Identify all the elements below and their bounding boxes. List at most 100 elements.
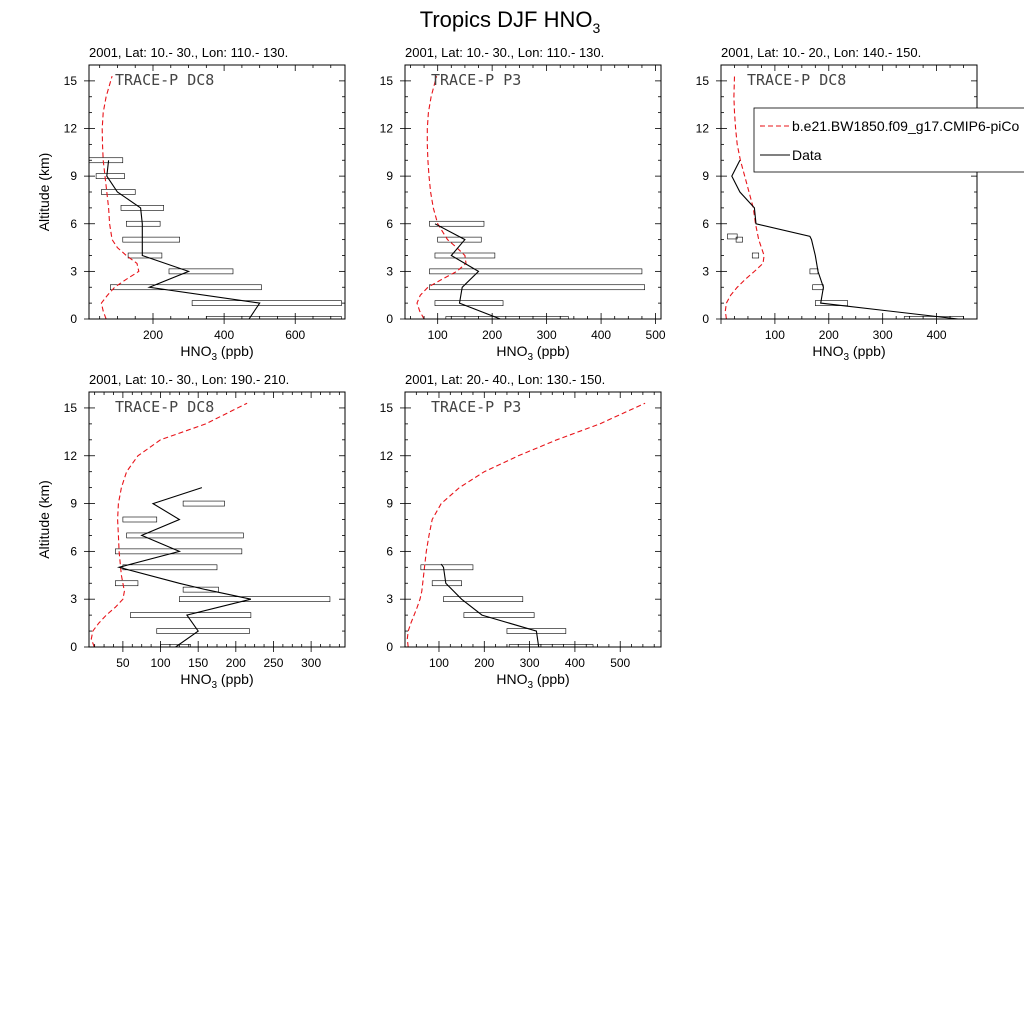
x-tick-label: 150	[188, 656, 208, 670]
data-range-box	[130, 612, 252, 618]
x-tick-label: 500	[610, 656, 630, 670]
data-line	[731, 160, 959, 319]
x-tick-label: 200	[143, 328, 163, 342]
model-line	[724, 76, 765, 319]
x-tick-label: 300	[873, 328, 893, 342]
x-axis-label: HNO3 (ppb)	[180, 671, 253, 691]
y-tick-label: 15	[380, 401, 394, 415]
data-line	[116, 487, 252, 647]
data-range-box	[735, 236, 743, 243]
plot-frame	[720, 64, 978, 320]
x-tick-label: 400	[591, 328, 611, 342]
y-tick-label: 6	[70, 544, 77, 558]
campaign-label: TRACE-P DC8	[747, 71, 846, 89]
figure-title: Tropics DJF HNO3	[420, 7, 601, 36]
y-tick-label: 0	[386, 640, 393, 654]
x-axis-label: HNO3 (ppb)	[812, 343, 885, 363]
x-tick-label: 600	[285, 328, 305, 342]
y-axis-label: Altitude (km)	[36, 153, 52, 232]
panel-4: 2001, Lat: 10.- 30., Lon: 190.- 210. TRAC…	[36, 372, 346, 691]
panel-subtitle: 2001, Lat: 10.- 30., Lon: 110.- 130.	[405, 45, 604, 60]
data-range-box	[168, 268, 234, 275]
data-range-box	[815, 300, 848, 306]
y-tick-label: 0	[702, 312, 709, 326]
legend: b.e21.BW1850.f09_g17.CMIP6-piCo Data	[753, 107, 1024, 173]
data-range-box	[508, 644, 594, 647]
y-tick-label: 12	[64, 449, 78, 463]
y-tick-label: 6	[386, 217, 393, 231]
x-tick-label: 250	[263, 656, 283, 670]
panel-subtitle: 2001, Lat: 10.- 30., Lon: 110.- 130.	[89, 45, 288, 60]
x-tick-label: 500	[646, 328, 666, 342]
data-range-box	[809, 268, 819, 275]
legend-data-label: Data	[792, 147, 822, 163]
y-tick-label: 9	[386, 169, 393, 183]
y-tick-label: 0	[70, 640, 77, 654]
data-range-box	[101, 189, 136, 195]
x-tick-label: 200	[474, 656, 494, 670]
x-tick-label: 100	[151, 656, 171, 670]
x-tick-label: 200	[482, 328, 502, 342]
y-axis-label: Altitude (km)	[36, 480, 52, 559]
data-range-box	[127, 252, 163, 259]
y-tick-label: 0	[386, 312, 393, 326]
x-tick-label: 300	[537, 328, 557, 342]
data-range-box	[429, 268, 643, 275]
data-range-box	[434, 252, 496, 259]
data-range-box	[182, 500, 225, 507]
panel-subtitle: 2001, Lat: 10.- 30., Lon: 190.- 210.	[89, 372, 289, 387]
data-range-box	[445, 316, 569, 319]
data-range-box	[126, 220, 161, 227]
data-range-box	[191, 300, 342, 306]
y-tick-label: 12	[380, 449, 394, 463]
data-range-box	[431, 580, 462, 587]
data-range-box	[160, 644, 191, 647]
y-tick-label: 6	[702, 217, 709, 231]
data-line	[106, 160, 261, 319]
data-line	[440, 563, 540, 647]
data-range-box	[110, 284, 262, 291]
data-range-box	[122, 564, 218, 571]
x-tick-label: 300	[301, 656, 321, 670]
y-tick-label: 15	[64, 401, 78, 415]
data-range-box	[120, 205, 164, 211]
data-range-box	[122, 236, 180, 243]
figure-title-subscript: 3	[592, 20, 600, 36]
panel-subtitle: 2001, Lat: 10.- 20., Lon: 140.- 150.	[721, 45, 921, 60]
y-tick-label: 12	[380, 122, 394, 136]
plot-frame	[404, 391, 662, 648]
plot-frame	[88, 64, 346, 320]
data-range-box	[463, 612, 535, 618]
data-range-box	[429, 220, 485, 227]
y-tick-label: 12	[696, 122, 710, 136]
campaign-label: TRACE-P P3	[431, 398, 521, 416]
panel-2: 2001, Lat: 10.- 30., Lon: 110.- 130. TRAC…	[380, 45, 666, 363]
plot-frame	[88, 391, 346, 648]
x-tick-label: 50	[116, 656, 130, 670]
y-tick-label: 0	[70, 312, 77, 326]
y-tick-label: 3	[70, 264, 77, 278]
y-tick-label: 6	[70, 217, 77, 231]
y-tick-label: 9	[702, 169, 709, 183]
plot-frame	[404, 64, 662, 320]
x-axis-label: HNO3 (ppb)	[180, 343, 253, 363]
y-tick-label: 12	[64, 122, 78, 136]
y-tick-label: 3	[386, 592, 393, 606]
panel-1: 2001, Lat: 10.- 30., Lon: 110.- 130. TRAC…	[36, 45, 346, 363]
panels: 2001, Lat: 10.- 30., Lon: 110.- 130. TRAC…	[36, 45, 978, 691]
model-line	[406, 402, 646, 647]
x-tick-label: 200	[226, 656, 246, 670]
x-tick-label: 400	[565, 656, 585, 670]
data-range-box	[156, 628, 250, 634]
x-axis-label: HNO3 (ppb)	[496, 671, 569, 691]
x-tick-label: 100	[429, 656, 449, 670]
data-range-box	[812, 284, 824, 291]
legend-model-label: b.e21.BW1850.f09_g17.CMIP6-piCo	[792, 118, 1019, 134]
x-tick-label: 300	[520, 656, 540, 670]
data-range-box	[751, 252, 760, 259]
data-range-box	[115, 580, 139, 587]
y-tick-label: 15	[696, 74, 710, 88]
panel-3: 2001, Lat: 10.- 20., Lon: 140.- 150. TRAC…	[696, 45, 978, 363]
data-range-box	[420, 564, 474, 571]
